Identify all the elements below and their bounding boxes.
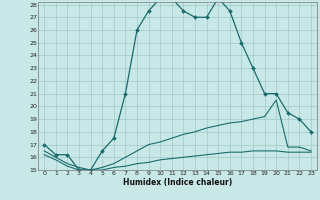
X-axis label: Humidex (Indice chaleur): Humidex (Indice chaleur): [123, 178, 232, 187]
